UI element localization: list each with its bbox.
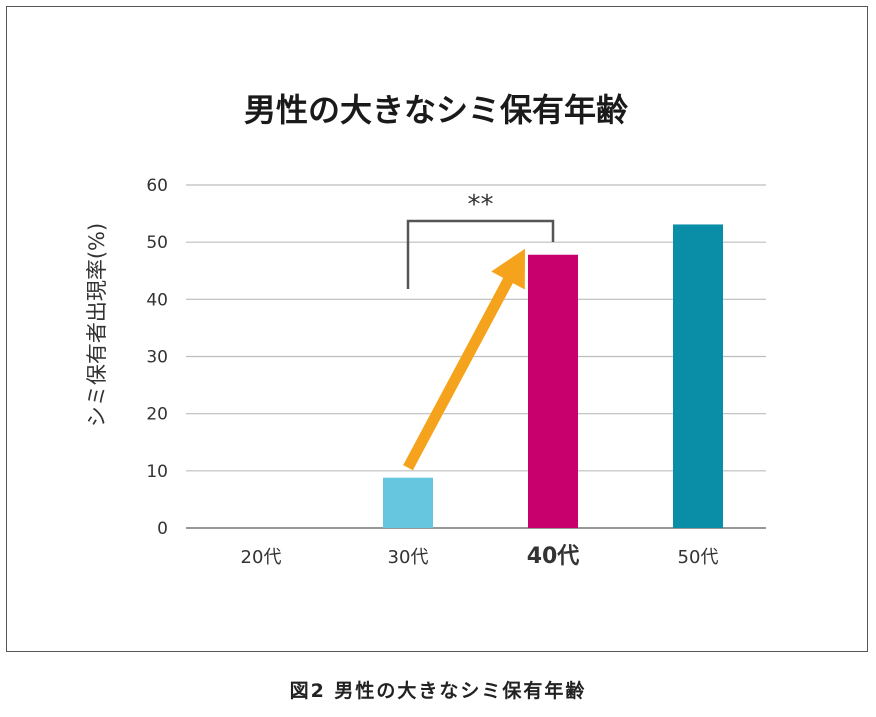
y-axis-label: シミ保有者出現率(%) [85, 223, 109, 427]
y-tick-labels: 0 10 20 30 40 50 60 [146, 176, 168, 539]
x-tick-labels: 20代 30代 40代 50代 [241, 544, 719, 569]
bar-30代 [383, 477, 433, 528]
arrow-shaft [403, 276, 514, 471]
x-tick-label: 20代 [241, 547, 282, 568]
significance-bracket: ** [406, 190, 555, 289]
trend-arrow [403, 248, 525, 471]
y-tick-label: 20 [146, 405, 168, 425]
bars [383, 224, 723, 528]
y-tick-label: 50 [146, 233, 168, 253]
bar-50代 [673, 224, 723, 528]
figure-caption: 図2 男性の大きなシミ保有年齢 [289, 680, 587, 702]
x-tick-label: 30代 [388, 547, 429, 568]
bracket-line [406, 219, 555, 289]
chart-title: 男性の大きなシミ保有年齢 [244, 91, 628, 129]
x-tick-label: 40代 [527, 544, 580, 569]
significance-label: ** [468, 190, 494, 220]
figure-frame [6, 6, 868, 652]
arrow-head [491, 248, 525, 290]
y-tick-label: 30 [146, 348, 168, 368]
bar-40代 [528, 254, 578, 528]
y-tick-label: 0 [157, 519, 168, 539]
y-tick-label: 10 [146, 462, 168, 482]
gridlines [186, 184, 766, 529]
y-tick-label: 60 [146, 176, 168, 196]
y-tick-label: 40 [146, 290, 168, 310]
x-tick-label: 50代 [678, 547, 719, 568]
